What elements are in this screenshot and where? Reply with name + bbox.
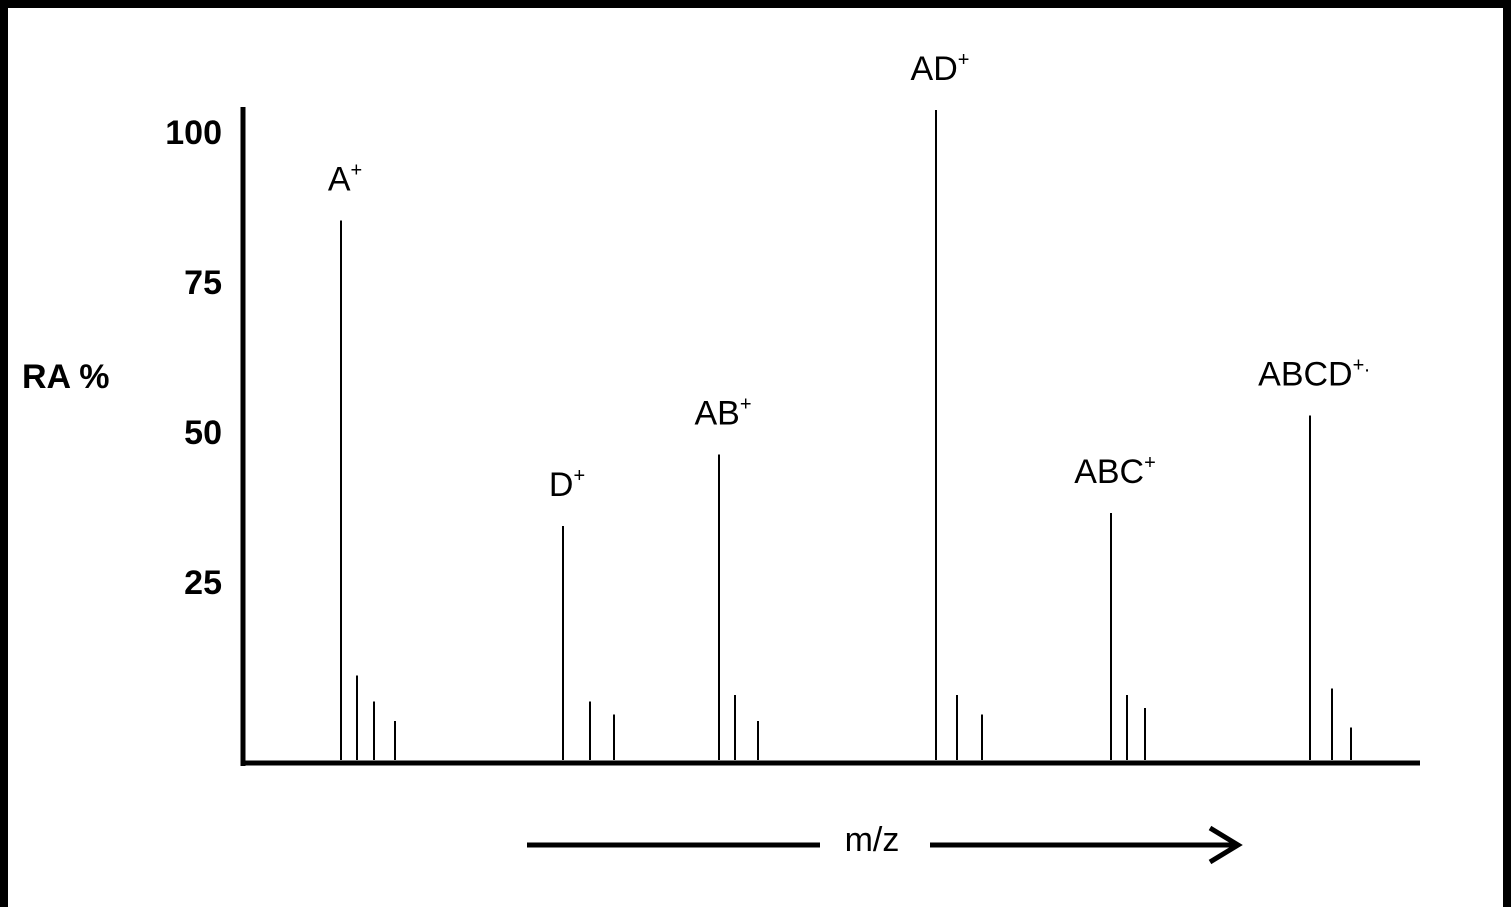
- peak-label-AB: AB+: [694, 394, 751, 433]
- peak-label-ABC-sup: +: [1144, 452, 1156, 474]
- peak-label-AD-sup: +: [958, 49, 970, 71]
- peak-label-ABC-text: ABC: [1074, 453, 1144, 491]
- peak-group-ABCD: ABCD+.: [1258, 355, 1370, 760]
- peak-group-ABC: ABC+: [1074, 452, 1156, 760]
- peak-label-D-sup: +: [573, 465, 585, 487]
- chart-frame: [8, 8, 1503, 907]
- peak-group-A: A+: [328, 160, 396, 760]
- peak-label-AD: AD+: [911, 49, 970, 88]
- peak-group-D: D+: [549, 465, 615, 760]
- peak-label-D: D+: [549, 465, 585, 504]
- y-tick-label-75: 75: [184, 264, 222, 302]
- peak-label-ABCD: ABCD+.: [1258, 355, 1370, 394]
- y-tick-label-25: 25: [184, 564, 222, 602]
- x-axis-arrowhead: [1208, 825, 1243, 865]
- peak-label-AB-sup: +: [740, 394, 752, 416]
- peak-label-A: A+: [328, 160, 362, 199]
- peak-label-AB-text: AB: [694, 395, 739, 433]
- peak-label-AD-text: AD: [911, 50, 958, 88]
- peak-label-D-text: D: [549, 466, 574, 504]
- peak-group-AD: AD+: [911, 49, 983, 760]
- peak-label-ABCD-text: ABCD: [1258, 356, 1352, 394]
- y-tick-label-100: 100: [165, 114, 222, 152]
- peak-label-ABCD-sup: +.: [1353, 355, 1370, 377]
- peak-label-ABC: ABC+: [1074, 452, 1156, 491]
- peak-label-A-text: A: [328, 161, 351, 199]
- y-axis-label: RA %: [22, 358, 110, 396]
- x-axis-label: m/z: [845, 821, 900, 859]
- peak-group-AB: AB+: [694, 394, 759, 760]
- peak-label-A-sup: +: [351, 160, 363, 182]
- y-tick-label-50: 50: [184, 414, 222, 452]
